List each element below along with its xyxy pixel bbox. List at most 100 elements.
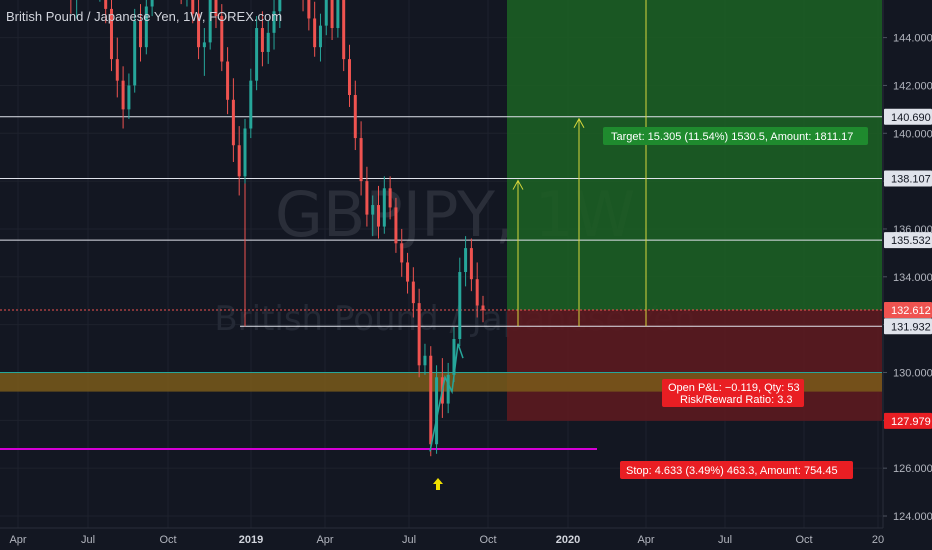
candle-body[interactable] [237, 145, 241, 177]
candle-body[interactable] [104, 0, 108, 9]
candle-body[interactable] [411, 281, 415, 304]
candle-body[interactable] [220, 16, 224, 62]
price-label-box [884, 318, 932, 335]
candle-body[interactable] [191, 0, 195, 14]
candle-body[interactable] [365, 181, 369, 215]
price-label-box [884, 302, 932, 319]
time-tick-label: Jul [402, 534, 416, 546]
candle-body[interactable] [423, 355, 427, 366]
candle-body[interactable] [307, 0, 311, 19]
candle-body[interactable] [324, 0, 328, 26]
time-tick-label: Oct [479, 534, 496, 546]
candle-body[interactable] [353, 95, 357, 139]
candle-body[interactable] [139, 20, 143, 48]
candle-body[interactable] [394, 207, 398, 244]
price-axis-bg [883, 0, 932, 550]
target-arrow-head[interactable] [573, 117, 585, 129]
candle-body[interactable] [231, 99, 235, 146]
time-tick-label: 20 [872, 534, 884, 546]
time-tick-label: Jul [718, 534, 732, 546]
candle-body[interactable] [249, 80, 253, 129]
candle-body[interactable] [318, 25, 322, 48]
candle-body[interactable] [429, 355, 433, 445]
candle-body[interactable] [133, 20, 137, 86]
candle-body[interactable] [388, 188, 392, 208]
pnl-label-box [662, 379, 804, 407]
candle-body[interactable] [481, 305, 485, 311]
candle-body[interactable] [336, 0, 340, 29]
candle-body[interactable] [377, 205, 381, 227]
price-tick-label: 126.000 [893, 463, 932, 475]
time-tick-label: 2020 [556, 534, 580, 546]
candle-body[interactable] [121, 80, 125, 110]
low-marker-arrow[interactable] [433, 478, 443, 490]
candle-body[interactable] [260, 28, 264, 52]
position-zones[interactable] [0, 0, 882, 421]
price-tick-label: 142.000 [893, 80, 932, 92]
stop-label-text: Stop: 4.633 (3.49%) 463.3, Amount: 754.4… [626, 465, 838, 477]
candle-body[interactable] [226, 61, 230, 100]
price-label-text: 135.532 [891, 235, 931, 247]
candle-body[interactable] [342, 0, 346, 60]
candle-body[interactable] [313, 18, 317, 48]
candle-body[interactable] [458, 272, 462, 339]
rr-label-text: Risk/Reward Ratio: 3.3 [680, 394, 793, 406]
price-axis[interactable]: 124.000126.000128.000130.000132.000134.0… [882, 0, 932, 550]
price-label-text: 140.690 [891, 112, 931, 124]
target-arrow-head[interactable] [512, 179, 524, 190]
price-label-box [884, 170, 932, 187]
price-label-box [884, 232, 932, 249]
target-label-text: Target: 15.305 (11.54%) 1530.5, Amount: … [611, 131, 853, 143]
time-tick-label: Apr [316, 534, 333, 546]
candles[interactable] [6, 0, 485, 457]
candle-body[interactable] [359, 138, 363, 182]
candle-body[interactable] [127, 85, 131, 110]
candle-body[interactable] [278, 0, 282, 12]
pattern-drawing[interactable] [429, 343, 464, 452]
chart-title: British Pound / Japanese Yen, 1W, FOREX.… [6, 9, 283, 24]
time-tick-label: Jul [81, 534, 95, 546]
price-tick-label: 124.000 [893, 511, 932, 523]
candle-body[interactable] [272, 11, 276, 33]
price-tick-label: 140.000 [893, 128, 932, 140]
candle-body[interactable] [243, 128, 247, 177]
time-axis[interactable]: Apr Jul Oct 2019 Apr Jul Oct 2020 Apr Jul Oct 20 [0, 527, 884, 546]
time-tick-label: Apr [637, 534, 654, 546]
candle-body[interactable] [469, 248, 473, 280]
time-tick-label: Oct [159, 534, 176, 546]
price-tick-label: 134.000 [893, 272, 932, 284]
candle-body[interactable] [475, 279, 479, 306]
candle-body[interactable] [208, 0, 212, 43]
target-label-box [603, 127, 868, 145]
candle-body[interactable] [255, 28, 259, 81]
candle-body[interactable] [266, 32, 270, 52]
candle-body[interactable] [464, 248, 468, 273]
candle-body[interactable] [150, 0, 154, 7]
candle-body[interactable] [406, 262, 410, 282]
candle-body[interactable] [417, 303, 421, 366]
candle-body[interactable] [400, 243, 404, 263]
candle-body[interactable] [371, 205, 375, 215]
pnl-label-text: Open P&L: −0.119, Qty: 53 [668, 382, 800, 394]
candle-body[interactable] [452, 338, 456, 375]
price-label-text: 127.979 [891, 416, 931, 428]
price-tick-label: 130.000 [893, 367, 932, 379]
candle-body[interactable] [115, 59, 119, 81]
candle-body[interactable] [347, 59, 351, 96]
candle-body[interactable] [144, 6, 148, 48]
candle-body[interactable] [197, 13, 201, 48]
time-tick-label: Oct [795, 534, 812, 546]
candle-body[interactable] [330, 0, 334, 29]
candle-body[interactable] [214, 0, 218, 17]
candle-body[interactable] [435, 377, 439, 445]
candle-body[interactable] [382, 188, 386, 227]
candle-body[interactable] [446, 374, 450, 404]
target-label: Target: 15.305 (11.54%) 1530.5, Amount: … [603, 127, 868, 145]
stop-label: Stop: 4.633 (3.49%) 463.3, Amount: 754.4… [620, 461, 853, 479]
pnl-label: Open P&L: −0.119, Qty: 53 Risk/Reward Ra… [662, 379, 804, 407]
candle-body[interactable] [109, 8, 113, 60]
target-zone[interactable] [507, 0, 882, 311]
candle-body[interactable] [202, 42, 206, 48]
stop-label-box [620, 461, 853, 479]
